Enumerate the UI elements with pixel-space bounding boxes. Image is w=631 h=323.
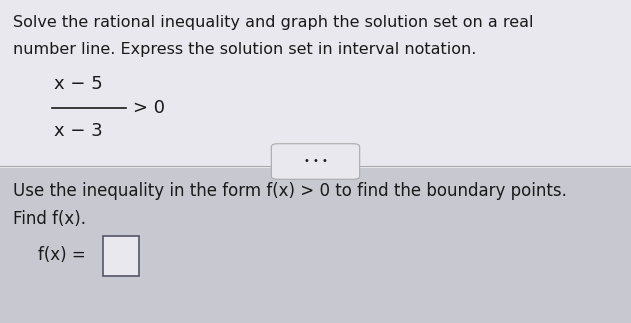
Text: Solve the rational inequality and graph the solution set on a real: Solve the rational inequality and graph … bbox=[13, 15, 533, 29]
Text: > 0: > 0 bbox=[133, 99, 165, 117]
Text: x − 3: x − 3 bbox=[54, 122, 102, 140]
Text: Find f(x).: Find f(x). bbox=[13, 210, 86, 228]
FancyBboxPatch shape bbox=[0, 168, 631, 323]
Text: • • •: • • • bbox=[304, 157, 327, 166]
Text: Use the inequality in the form f(x) > 0 to find the boundary points.: Use the inequality in the form f(x) > 0 … bbox=[13, 182, 567, 201]
Text: f(x) =: f(x) = bbox=[38, 246, 86, 264]
FancyBboxPatch shape bbox=[271, 144, 360, 179]
Text: x − 5: x − 5 bbox=[54, 75, 102, 93]
FancyBboxPatch shape bbox=[103, 236, 139, 276]
Text: number line. Express the solution set in interval notation.: number line. Express the solution set in… bbox=[13, 42, 476, 57]
FancyBboxPatch shape bbox=[0, 0, 631, 168]
